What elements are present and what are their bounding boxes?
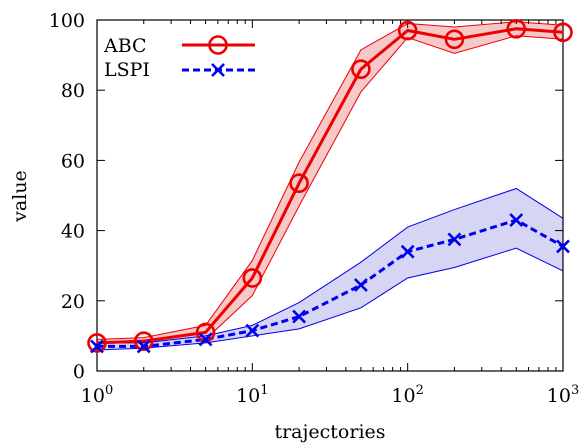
point-lspi (509, 213, 524, 227)
series-line-lspi (97, 218, 564, 348)
confidence-bands (96, 21, 564, 351)
legend-label-lspi: LSPI (104, 59, 150, 81)
legend-label-abc: ABC (103, 35, 147, 57)
point-abc (351, 59, 371, 79)
point-abc (553, 22, 573, 43)
point-abc (397, 20, 418, 41)
y-tick-label: 0 (73, 361, 85, 383)
x-tick-label: 100 (81, 383, 113, 407)
y-tick-label: 60 (61, 150, 85, 172)
point-abc (444, 29, 465, 50)
y-tick-label: 80 (61, 80, 85, 102)
x-tick-label: 101 (236, 383, 268, 407)
y-tick-label: 40 (61, 221, 85, 243)
y-axis-title: value (9, 170, 31, 223)
point-lspi (353, 278, 368, 292)
point-abc (133, 331, 154, 351)
point-lspi (400, 244, 415, 259)
band-lspi (97, 188, 563, 350)
x-tick-label-exponent: 1 (260, 383, 268, 398)
band-upper-abc (96, 21, 564, 340)
x-tick-label-exponent: 3 (571, 383, 579, 398)
band-upper-lspi (97, 187, 564, 344)
series-lines (96, 27, 564, 348)
x-tick-label-base: 10 (236, 385, 260, 407)
legend-marker-abc (208, 35, 228, 55)
point-abc (87, 333, 107, 353)
legend-marker-lspi (211, 63, 225, 77)
point-lspi (556, 239, 570, 254)
x-axis-title: trajectories (274, 421, 385, 443)
y-tick-label: 20 (61, 291, 85, 313)
legend: ABC LSPI (103, 35, 255, 81)
point-lspi (292, 309, 307, 324)
point-abc (289, 173, 309, 194)
point-lspi (447, 232, 462, 247)
series-markers (87, 18, 573, 354)
point-lspi (198, 332, 213, 347)
band-lower-lspi (96, 247, 564, 351)
plot-frame (96, 19, 564, 372)
point-lspi (90, 339, 104, 354)
point-lspi (136, 339, 151, 354)
x-tick-label-exponent: 2 (416, 383, 424, 398)
y-tick-label: 100 (49, 10, 85, 32)
x-tick-label-base: 10 (547, 385, 571, 407)
x-tick-label-base: 10 (81, 385, 105, 407)
x-tick-label-base: 10 (391, 385, 415, 407)
point-lspi (245, 323, 260, 338)
x-tick-label-exponent: 0 (105, 383, 113, 398)
point-abc (506, 18, 527, 39)
point-abc (242, 268, 263, 288)
series-line-abc (96, 27, 564, 345)
x-tick-label: 103 (547, 383, 579, 407)
x-tick-label: 102 (391, 383, 423, 407)
